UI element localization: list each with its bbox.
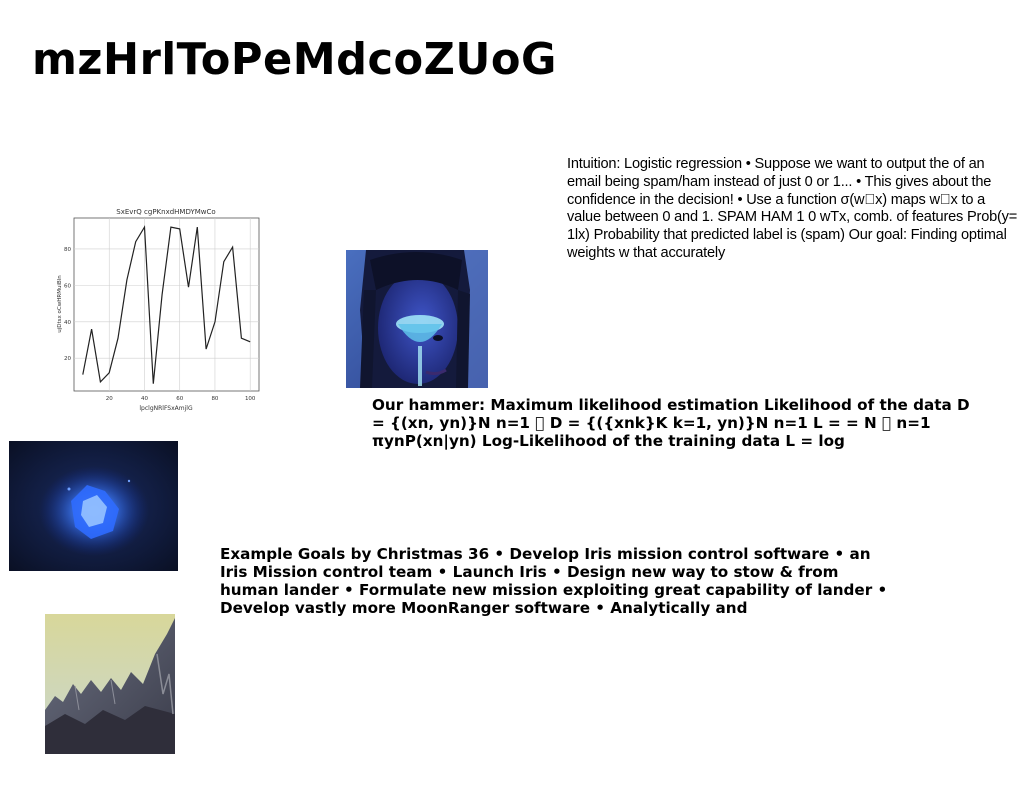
line-chart-svg: SxEvrQ cgPKnxdHMDYMwCo 20 40 60 80 100 20 40 60… [57, 208, 260, 412]
text-block-goals: Example Goals by Christmas 36 • Develop … [220, 545, 888, 617]
y-tick-label: 80 [64, 247, 71, 253]
y-tick-label: 20 [64, 356, 71, 362]
x-tick-label: 20 [106, 396, 113, 402]
x-tick-label: 60 [176, 396, 183, 402]
text-block-hammer: Our hammer: Maximum likelihood estimatio… [372, 396, 970, 450]
chart-grid [74, 218, 259, 391]
chart-ticks: 20 40 60 80 100 20 40 60 80 [64, 247, 256, 402]
y-tick-label: 60 [64, 283, 71, 289]
mountain-image [45, 614, 175, 754]
x-tick-label: 100 [245, 396, 256, 402]
glow-image [9, 441, 178, 571]
y-tick-label: 40 [64, 320, 71, 326]
x-tick-label: 80 [211, 396, 218, 402]
mountain-photo [45, 614, 175, 754]
chart-title: SxEvrQ cgPKnxdHMDYMwCo [116, 208, 215, 216]
chart-plot-area [73, 217, 260, 392]
portrait-image [346, 250, 488, 388]
series-line [82, 225, 251, 384]
chart-y-label: ujDtsx oCwHRMuiBln [57, 275, 63, 333]
portrait-photo [346, 250, 488, 388]
page-title: mzHrlToPeMdcoZUoG [32, 34, 557, 85]
x-tick-label: 40 [141, 396, 148, 402]
line-chart: SxEvrQ cgPKnxdHMDYMwCo 20 40 60 80 100 20 40 60… [52, 200, 267, 418]
glow-photo [9, 441, 178, 571]
chart-x-label: lpclgNRlFSxAmjlG [139, 405, 193, 412]
text-block-intuition: Intuition: Logistic regression • Suppose… [567, 156, 1018, 261]
